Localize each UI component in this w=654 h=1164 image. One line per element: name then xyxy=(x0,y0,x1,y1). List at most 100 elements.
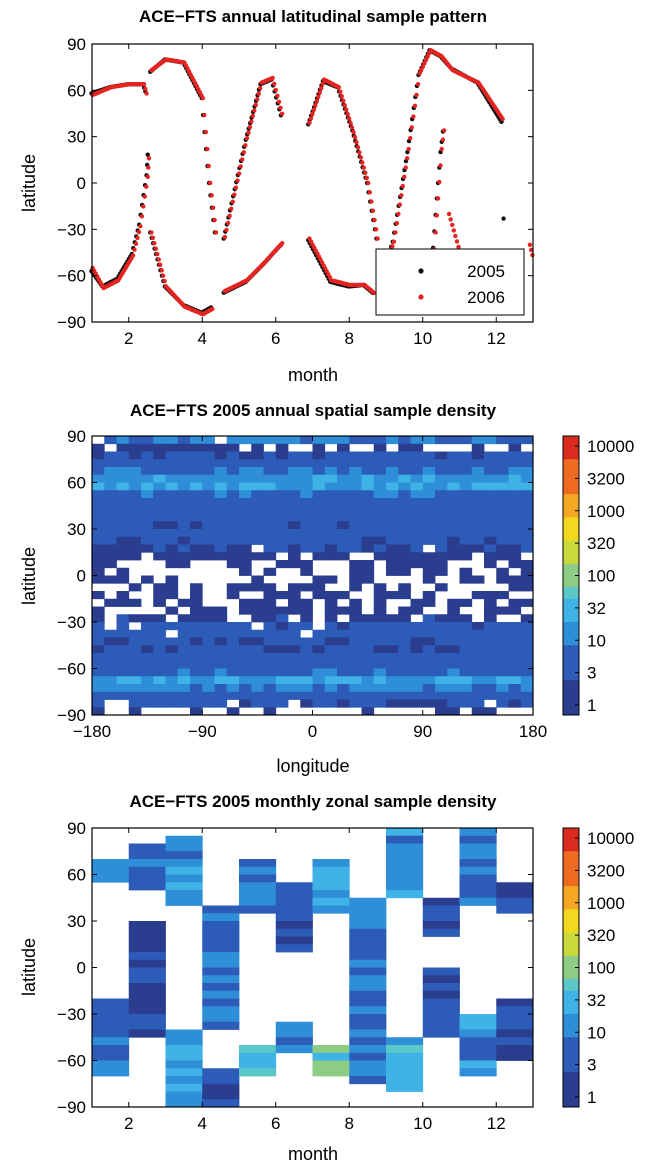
heatmap-cell xyxy=(165,474,179,483)
data-point xyxy=(417,71,422,76)
heatmap-cell xyxy=(275,482,289,491)
colorbar-segment xyxy=(563,517,579,530)
heatmap-cell xyxy=(239,905,277,914)
heatmap-cell xyxy=(361,684,375,693)
heatmap-cell xyxy=(459,451,473,460)
heatmap-cell xyxy=(92,676,105,685)
data-point xyxy=(317,90,322,95)
heatmap-cell xyxy=(190,684,203,693)
heatmap-cell xyxy=(202,645,215,654)
heatmap-cell xyxy=(177,622,191,631)
data-point xyxy=(244,136,250,141)
heatmap-cell xyxy=(141,513,154,522)
heatmap-cell xyxy=(508,505,522,514)
heatmap-cell xyxy=(496,699,509,708)
heatmap-cell xyxy=(496,998,534,1007)
heatmap-cell xyxy=(386,828,424,837)
heatmap-cell xyxy=(141,459,154,468)
heatmap-cell xyxy=(226,436,240,445)
x-tick-label: 2 xyxy=(124,329,133,348)
heatmap-cell xyxy=(226,560,240,569)
heatmap-cell xyxy=(508,474,522,483)
heatmap-cell xyxy=(275,691,289,700)
heatmap-cell xyxy=(349,544,362,553)
heatmap-cell xyxy=(202,436,215,445)
heatmap-cell xyxy=(312,575,326,584)
heatmap-cell xyxy=(104,645,117,654)
heatmap-cell xyxy=(324,474,338,483)
heatmap-cell xyxy=(165,835,203,844)
heatmap-cell xyxy=(422,474,436,483)
data-point xyxy=(133,241,139,247)
heatmap-cell xyxy=(275,645,289,654)
heatmap-cell xyxy=(165,668,179,677)
heatmap-cell xyxy=(471,684,485,693)
heatmap-cell xyxy=(251,575,264,584)
heatmap-cell xyxy=(275,629,289,638)
heatmap-cell xyxy=(263,676,277,685)
heatmap-cell xyxy=(373,637,387,646)
heatmap-cell xyxy=(177,668,191,677)
heatmap-cell xyxy=(165,1052,203,1061)
data-point xyxy=(453,233,458,239)
heatmap-cell xyxy=(484,529,497,538)
heatmap-cell xyxy=(226,684,240,693)
heatmap-cell xyxy=(165,897,203,906)
heatmap-cell xyxy=(251,637,264,646)
heatmap-cell xyxy=(484,591,497,600)
heatmap-cell xyxy=(92,567,105,576)
heatmap-cell xyxy=(202,660,215,669)
data-point xyxy=(425,54,430,59)
heatmap-cell xyxy=(128,1006,166,1015)
heatmap-cell xyxy=(116,660,130,669)
heatmap-cell xyxy=(349,645,362,654)
heatmap-cell xyxy=(239,890,277,899)
heatmap-cell xyxy=(153,699,166,708)
heatmap-cell xyxy=(153,544,166,553)
heatmap-cell xyxy=(386,1068,424,1077)
heatmap-cell xyxy=(422,598,436,607)
heatmap-cell xyxy=(128,843,166,852)
heatmap-cell xyxy=(312,691,326,700)
heatmap-cell xyxy=(214,459,228,468)
x-tick-label: 90 xyxy=(413,722,432,741)
heatmap-cell xyxy=(447,676,460,685)
heatmap-cell xyxy=(275,614,289,623)
data-point xyxy=(142,194,147,199)
data-point xyxy=(210,306,215,312)
heatmap-cell xyxy=(398,637,411,646)
heatmap-cell xyxy=(324,676,338,685)
heatmap-cell xyxy=(226,544,240,553)
heatmap-cell xyxy=(398,691,411,700)
heatmap-cell xyxy=(251,498,264,507)
data-point xyxy=(320,81,325,87)
heatmap-cell xyxy=(165,1099,203,1108)
panel-zonal-density: ACE−FTS 2005 monthly zonal sample densit… xyxy=(19,792,634,1164)
legend-marker-2005 xyxy=(418,268,424,274)
heatmap-cell xyxy=(202,467,215,476)
heatmap-cell xyxy=(459,544,473,553)
heatmap-cell xyxy=(349,1006,387,1015)
heatmap-cell xyxy=(128,614,142,623)
heatmap-cell xyxy=(300,606,313,615)
x-axis-label: longitude xyxy=(276,756,349,776)
heatmap-cell xyxy=(116,552,130,561)
heatmap-cell xyxy=(484,436,497,445)
heatmap-cell xyxy=(349,990,387,999)
heatmap-cell xyxy=(92,536,105,545)
heatmap-cell xyxy=(410,645,424,654)
heatmap-cell xyxy=(300,637,313,646)
heatmap-cell xyxy=(484,490,497,499)
heatmap-cell xyxy=(251,684,264,693)
heatmap-cell xyxy=(508,451,522,460)
heatmap-cell xyxy=(520,567,534,576)
heatmap-cell xyxy=(471,436,485,445)
heatmap-cell xyxy=(275,505,289,514)
heatmap-cell xyxy=(459,529,473,538)
heatmap-cell xyxy=(435,684,448,693)
heatmap-cell xyxy=(288,529,301,538)
heatmap-cell xyxy=(422,998,460,1007)
data-point xyxy=(270,75,275,81)
heatmap-cell xyxy=(128,490,142,499)
heatmap-cell xyxy=(337,629,350,638)
